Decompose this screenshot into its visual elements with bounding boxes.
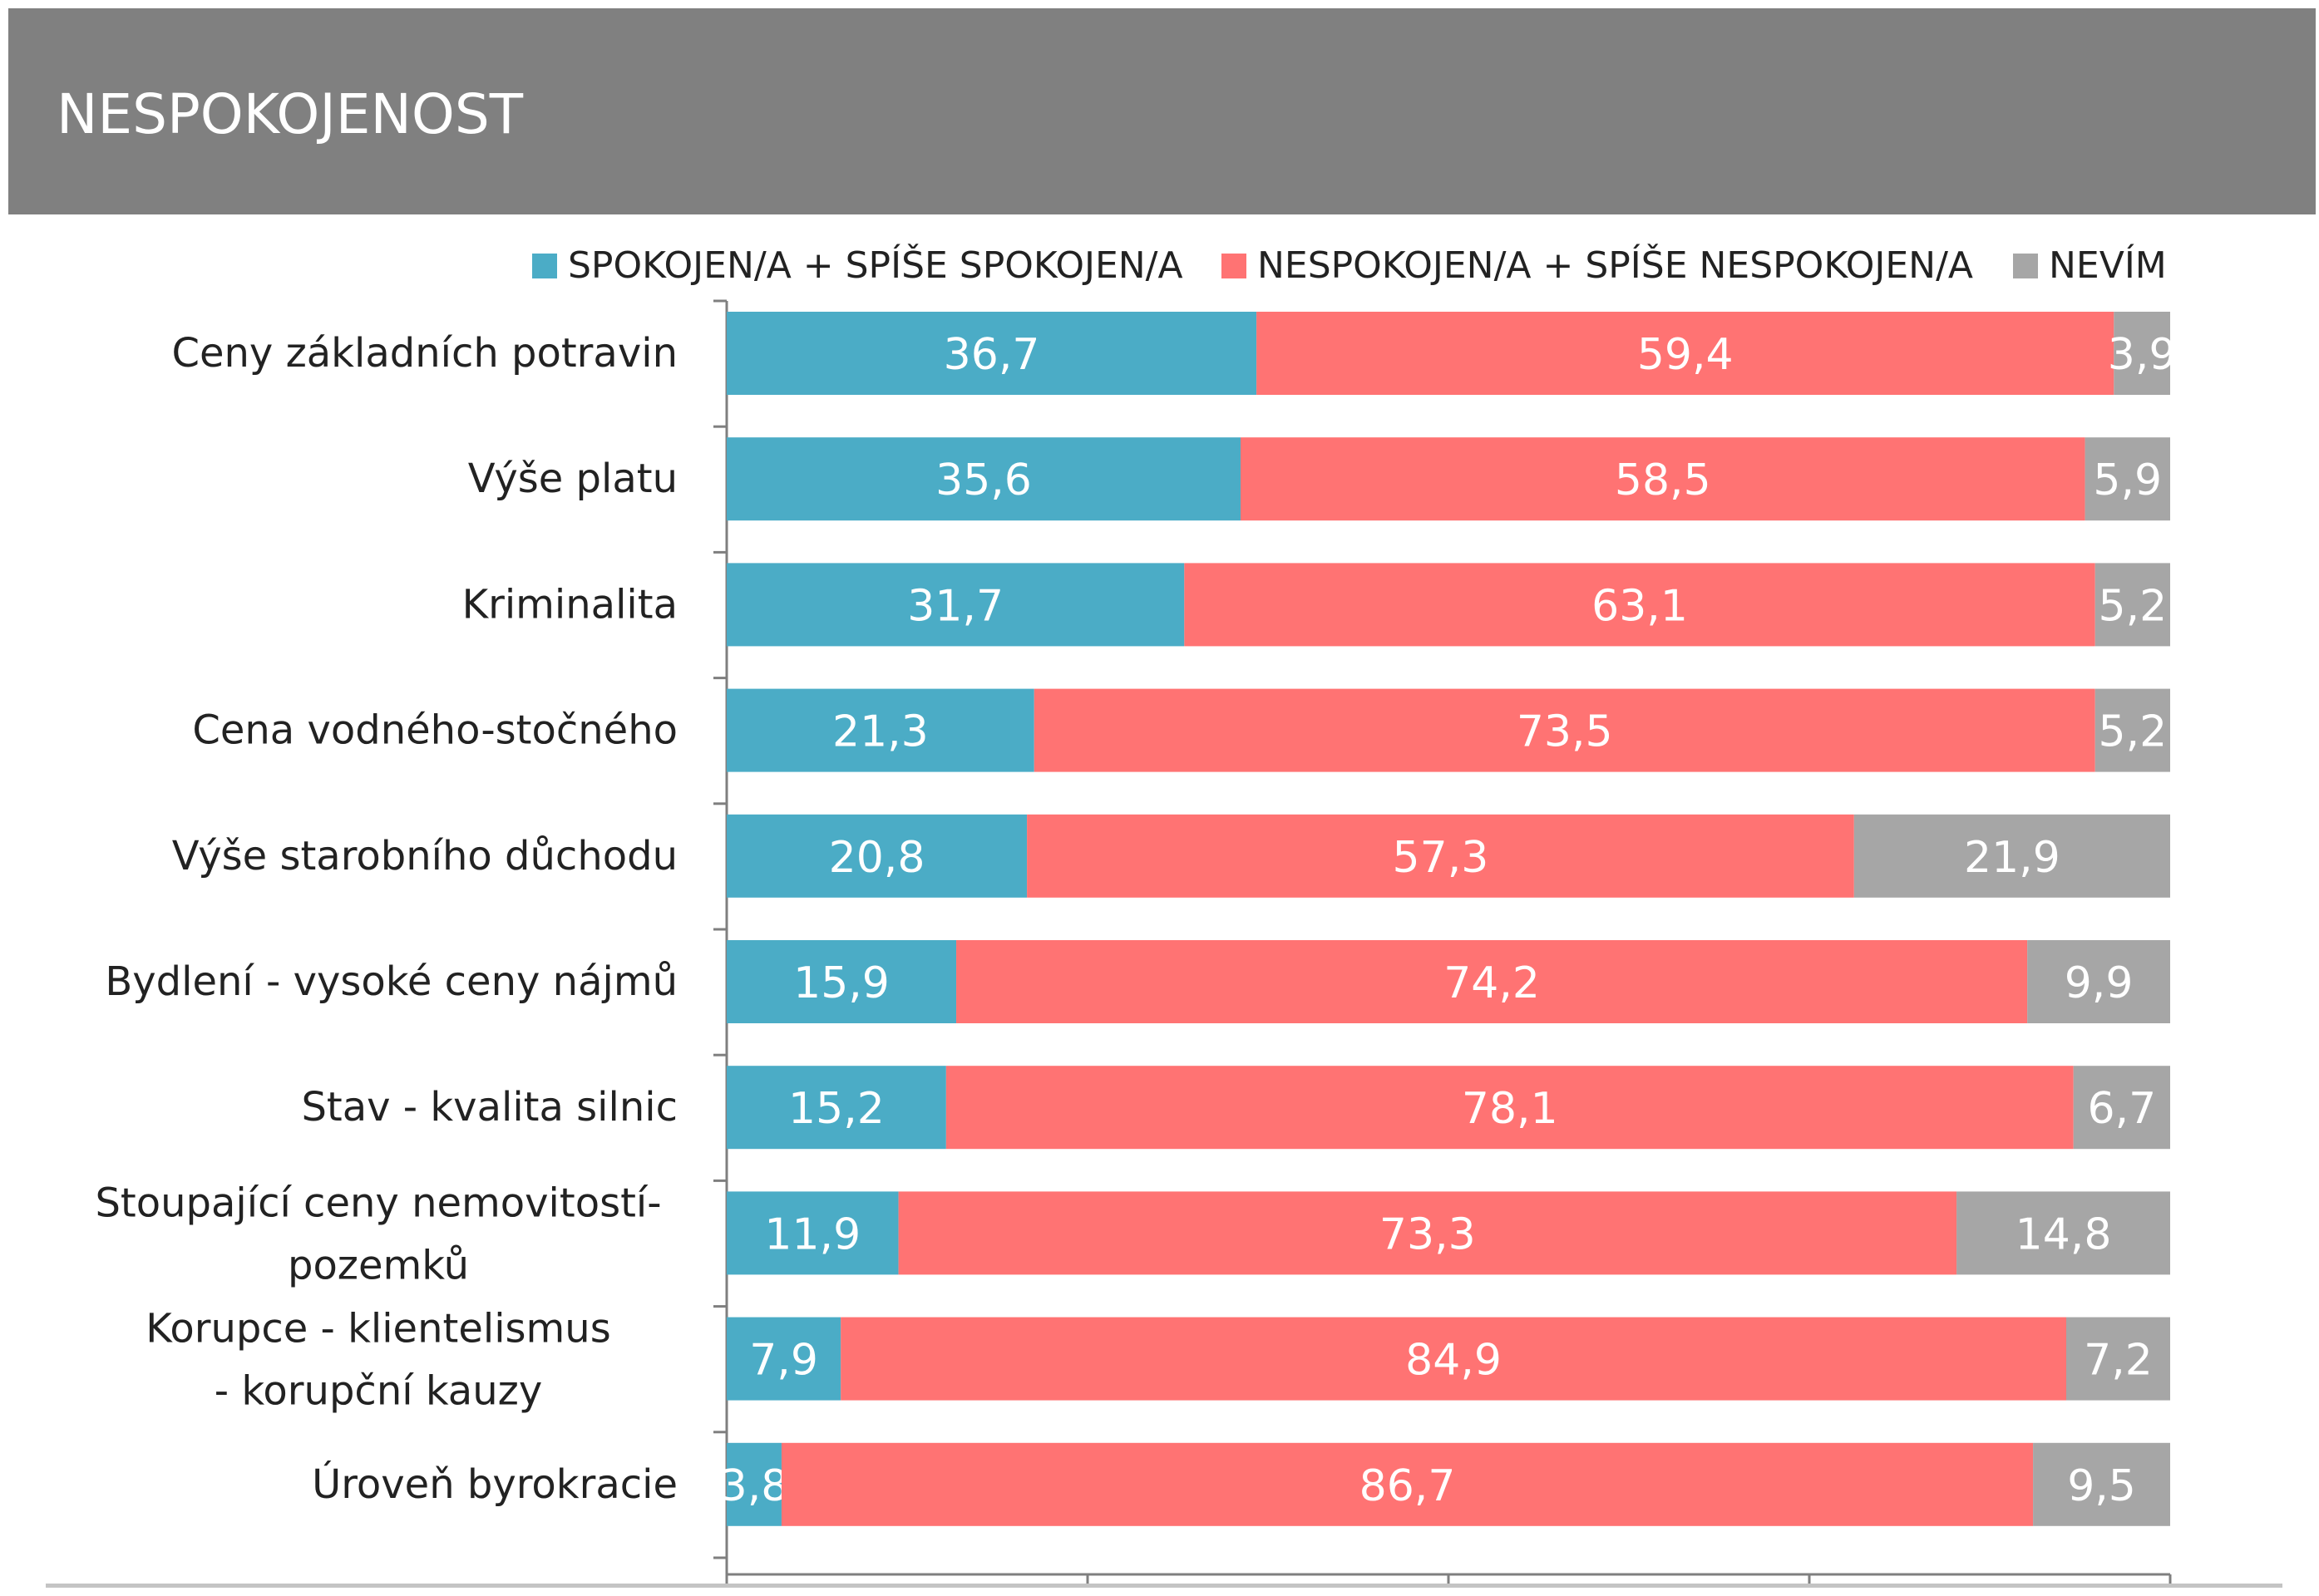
bar-segment [2073,1066,2170,1150]
category-label: Ceny základních potravin [171,330,678,377]
bar-segment [727,312,1257,395]
data-label: 9,5 [2067,1461,2136,1511]
data-label: 3,9 [2108,330,2177,380]
data-label: 73,3 [1379,1209,1476,1259]
data-label: 7,9 [749,1336,818,1386]
category-label-line: - korupční kauzy [215,1368,542,1415]
category-label: Výše starobního důchodu [172,833,678,879]
bar-segment [727,1317,841,1401]
category-label: Stav - kvalita silnic [301,1084,678,1130]
category-label: Úroveň byrokracie [312,1461,678,1508]
category-label: Výše platu [468,456,678,502]
category-label: Kriminalita [462,581,678,628]
data-label: 57,3 [1393,833,1489,883]
category-label-line: Korupce - klientelismus [146,1306,610,1352]
category-label-line: pozemků [288,1242,469,1288]
bar-segment [2085,437,2170,521]
bars: 36,7 59,4 3,9 35,6 58,5 5,9 31,7 63,1 5,2 21,3 73,… [720,312,2177,1526]
bar-segment [1241,437,2085,521]
data-label: 14,8 [2016,1209,2112,1259]
data-label: 78,1 [1462,1084,1558,1134]
data-label: 73,5 [1517,707,1613,757]
data-label: 20,8 [829,833,925,883]
data-label: 15,2 [788,1084,885,1134]
bottom-divider [46,1584,2282,1588]
data-label: 5,9 [2093,456,2162,505]
bar-segment [727,1066,946,1150]
data-label: 21,9 [1964,833,2060,883]
bar-segment [2095,688,2170,772]
data-label: 63,1 [1591,581,1688,631]
category-label: Cena vodného-stočného [192,707,678,754]
bar-segment [727,563,1185,647]
data-label: 59,4 [1637,330,1734,380]
data-label: 5,2 [2099,581,2168,631]
bar-segment [727,940,957,1023]
bar-segment [727,814,1028,898]
legend-swatch [532,254,557,278]
page-title: NESPOKOJENOST [57,82,524,146]
data-label: 86,7 [1359,1461,1456,1511]
bar-segment [945,1066,2074,1150]
bar-segment [781,1442,2034,1526]
data-label: 5,2 [2099,707,2168,757]
bar-segment [1956,1191,2170,1275]
legend-swatch [1221,254,1246,278]
data-label: 74,2 [1443,958,1540,1008]
bar-segment [2066,1317,2170,1401]
category-label: Korupce - klientelismus - korupční kauzy [146,1306,610,1415]
legend-swatch [2013,254,2038,278]
data-label: 15,9 [793,958,890,1008]
bar-segment [2027,940,2170,1023]
bar-segment [1027,814,1854,898]
bar-segment [727,437,1241,521]
category-label-line: Stoupající ceny nemovitostí- [95,1180,661,1226]
bar-segment [2095,563,2170,647]
data-label: 35,6 [935,456,1032,505]
bar-segment [2114,312,2170,395]
data-label: 31,7 [907,581,1004,631]
bar-segment [956,940,2028,1023]
legend-label: NEVÍM [2049,243,2167,287]
data-label: 11,9 [764,1209,861,1259]
data-label: 3,8 [720,1461,789,1511]
legend-label: SPOKOJEN/A + SPÍŠE SPOKOJEN/A [568,243,1183,287]
legend-label: NESPOKOJEN/A + SPÍŠE NESPOKOJEN/A [1257,243,1973,287]
data-label: 7,2 [2084,1336,2153,1386]
bar-segment [898,1191,1957,1275]
data-label: 58,5 [1615,456,1711,505]
bar-segment [727,688,1034,772]
category-label: Stoupající ceny nemovitostí-pozemků [95,1180,661,1288]
bar-segment [841,1317,2067,1401]
data-label: 9,9 [2065,958,2134,1008]
category-label: Bydlení - vysoké ceny nájmů [105,958,678,1005]
data-label: 21,3 [832,707,929,757]
bar-segment [1034,688,2095,772]
data-label: 84,9 [1405,1336,1502,1386]
bar-segment [2033,1442,2170,1526]
title-banner: NESPOKOJENOST [8,8,2316,214]
bar-segment [1184,563,2095,647]
data-label: 36,7 [944,330,1040,380]
category-labels: Ceny základních potravin Výše platu Krimin… [95,330,678,1508]
bar-segment [1853,814,2170,898]
bar-segment [1256,312,2114,395]
legend: SPOKOJEN/A + SPÍŠE SPOKOJEN/A NESPOKOJEN/… [532,243,2167,287]
bar-segment [727,1191,899,1275]
bar-segment [727,1442,782,1526]
data-label: 6,7 [2087,1084,2156,1134]
